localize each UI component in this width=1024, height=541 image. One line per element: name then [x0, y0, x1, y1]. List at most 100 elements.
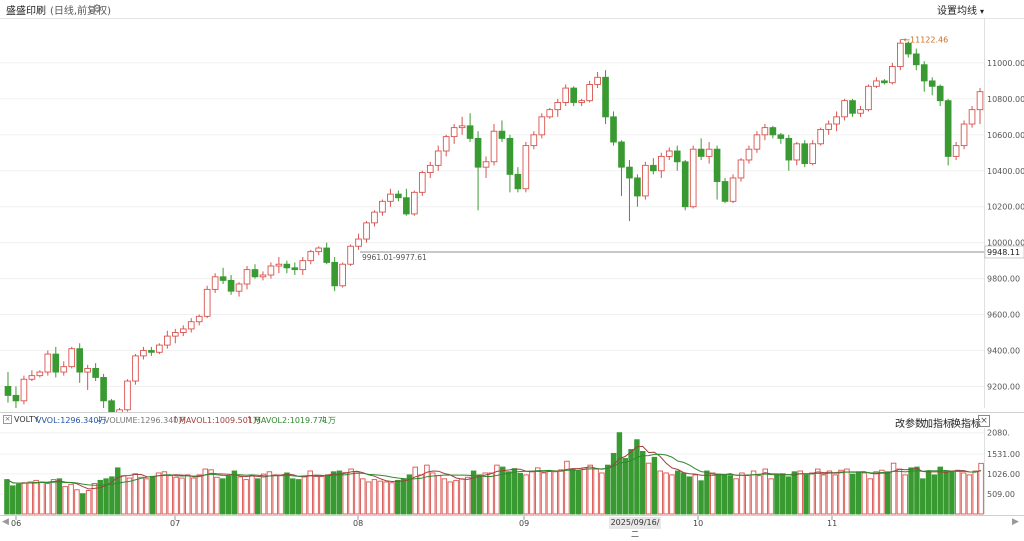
volume-bar-up: [68, 483, 74, 515]
candle-up: [418, 172, 426, 193]
volume-bar-up: [435, 475, 442, 515]
volume-bar-up: [739, 472, 745, 515]
volume-bar-up: [237, 476, 243, 515]
volume-bar-up: [424, 464, 430, 515]
volume-bar-down: [774, 474, 780, 515]
close-icon[interactable]: ×: [978, 415, 990, 427]
candle-up: [976, 91, 984, 111]
candle-up: [379, 200, 386, 213]
candle-down: [52, 353, 60, 373]
candle-down: [283, 263, 291, 269]
volume-bar-up: [418, 474, 424, 515]
candle-up: [705, 148, 713, 157]
candle-up: [689, 148, 697, 208]
scroll-left-icon[interactable]: ◀: [2, 517, 9, 527]
candle-down: [849, 100, 856, 114]
candle-up: [737, 159, 745, 179]
volume-bar-up: [587, 464, 593, 515]
volume-bar-down: [15, 483, 22, 515]
caret-down-icon: ▾: [979, 7, 984, 16]
volume-tick-label: 1026.00: [987, 470, 1020, 479]
volume-bar-up: [867, 478, 873, 515]
volume-bar-up: [453, 479, 459, 515]
reference-price-tag: [984, 245, 1024, 259]
price-tick-label: 10600.00: [987, 131, 1024, 140]
volume-bar-up: [260, 473, 267, 515]
candle-up: [411, 191, 418, 215]
volume-bar-down: [284, 472, 290, 515]
mavol2-line: [6, 453, 982, 486]
volume-bar-up: [202, 468, 208, 515]
volume-bar-down: [914, 466, 920, 515]
candle-down: [912, 53, 920, 66]
candle-down: [721, 181, 729, 202]
volume-bar-up: [669, 474, 675, 515]
volume-bar-up: [39, 481, 45, 515]
volume-bar-up: [465, 476, 471, 515]
volume-value: VOLUME:1296.340万: [104, 416, 187, 425]
volume-bar-up: [360, 478, 366, 515]
volume-bar-down: [56, 478, 63, 515]
price-tick-label: 10000.00: [987, 239, 1024, 248]
candle-up: [729, 177, 737, 202]
volume-bar-up: [91, 483, 98, 515]
candle-up: [195, 315, 203, 323]
collapse-icon[interactable]: ×: [3, 415, 12, 424]
candle-down: [466, 125, 474, 139]
volume-bar-down: [330, 471, 337, 515]
candle-up: [371, 211, 378, 224]
volume-bar-up: [768, 478, 774, 515]
candlestick-chart[interactable]: 11000.00 10800.00 10600.00 10400.00 10200.00…: [0, 0, 1024, 413]
volume-bar-up: [45, 483, 51, 515]
candle-down: [602, 76, 609, 118]
volume-bar-down: [406, 474, 413, 515]
candle-down: [227, 279, 235, 292]
volume-bar-up: [319, 476, 325, 515]
volume-bar-up: [348, 468, 354, 515]
volume-bar-up: [389, 482, 395, 515]
volume-bar-up: [144, 478, 150, 515]
switch-indicator-button[interactable]: 换指标: [951, 419, 981, 430]
volume-bar-up: [762, 468, 768, 515]
candle-down: [673, 150, 681, 163]
volume-bar-up: [208, 469, 214, 515]
candle-down: [650, 164, 657, 172]
candle-up: [60, 366, 68, 373]
candle-down: [801, 143, 809, 165]
candle-up: [179, 328, 187, 333]
volume-bar-down: [640, 451, 646, 515]
volume-bar-up: [301, 476, 308, 515]
volume-bar-down: [704, 470, 710, 515]
candle-up: [833, 116, 840, 125]
candle-down: [474, 137, 482, 168]
volume-bar-up: [809, 472, 815, 515]
crosshair-date-label: 2025/09/16/二: [609, 517, 661, 539]
scroll-right-icon[interactable]: ▶: [1012, 517, 1019, 527]
candle-down: [4, 385, 12, 396]
candle-up: [299, 260, 307, 271]
price-tick-label: 9600.00: [987, 311, 1020, 320]
candle-down: [76, 348, 84, 373]
volume-bar-up: [966, 474, 973, 515]
price-tick-label: 9200.00: [987, 382, 1020, 391]
volume-bar-up: [85, 490, 92, 515]
candle-up: [450, 127, 458, 138]
volume-tick-label: 1531.00: [987, 450, 1020, 459]
volume-bar-up: [167, 475, 173, 515]
candle-down: [785, 137, 793, 161]
ma-settings-button[interactable]: 设置均线 ▾: [936, 6, 984, 17]
candle-up: [307, 251, 315, 262]
volume-bar-down: [686, 476, 693, 515]
volume-bar-up: [955, 469, 961, 515]
add-indicator-button[interactable]: 加指标: [923, 419, 953, 430]
volume-bar-down: [622, 458, 628, 515]
price-tick-label: 10400.00: [987, 167, 1024, 176]
volume-bar-down: [785, 476, 792, 515]
candle-up: [753, 134, 761, 150]
candle-down: [323, 247, 331, 263]
volume-bar-up: [62, 486, 68, 515]
volume-bar-up: [365, 481, 372, 515]
gear-icon[interactable]: ⚙: [92, 2, 102, 15]
change-params-button[interactable]: 改参数: [895, 419, 925, 430]
volume-bar-up: [890, 462, 897, 515]
